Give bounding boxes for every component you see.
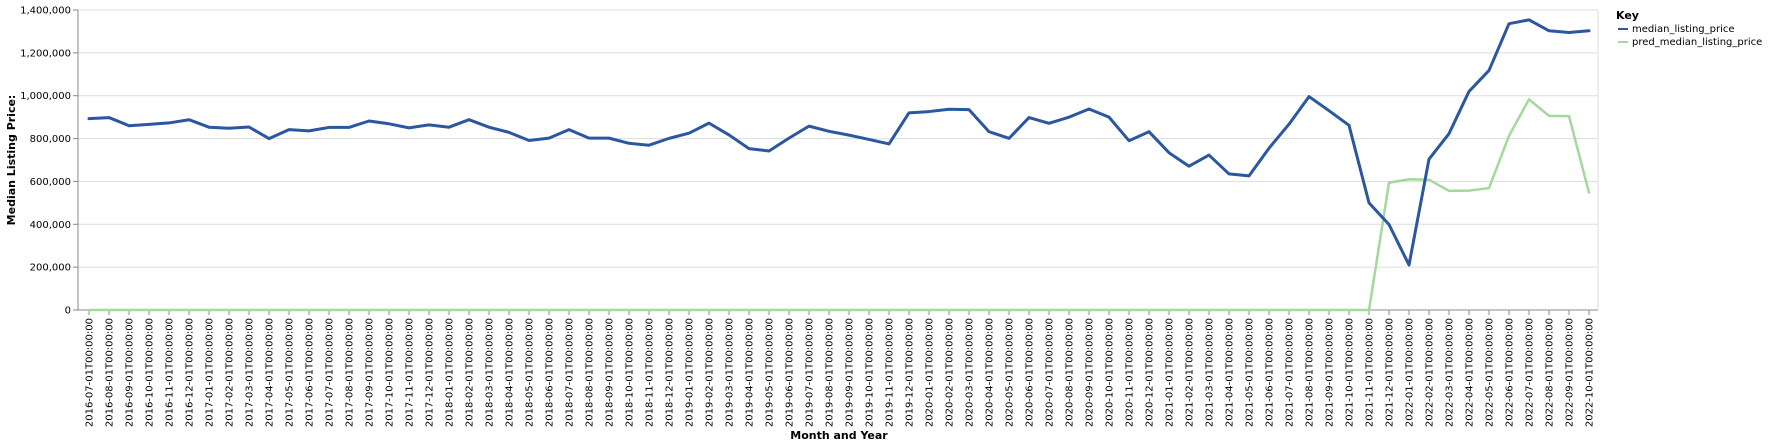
y-tick-label: 400,000 [30, 220, 71, 231]
x-tick-label: 2016-08-01T00:00:00 [105, 318, 116, 427]
x-tick-label: 2021-07-01T00:00:00 [1285, 318, 1296, 427]
x-tick-label: 2020-12-01T00:00:00 [1145, 318, 1156, 427]
legend-title: Key [1616, 9, 1639, 22]
x-tick-label: 2019-01-01T00:00:00 [685, 318, 696, 427]
x-tick-label: 2020-02-01T00:00:00 [945, 318, 956, 427]
x-tick-label: 2017-11-01T00:00:00 [405, 318, 416, 427]
x-tick-label: 2020-06-01T00:00:00 [1025, 318, 1036, 427]
x-tick-label: 2022-08-01T00:00:00 [1545, 318, 1556, 427]
x-tick-label: 2022-09-01T00:00:00 [1565, 318, 1576, 427]
x-tick-label: 2017-06-01T00:00:00 [305, 318, 316, 427]
x-tick-label: 2020-04-01T00:00:00 [985, 318, 996, 427]
x-tick-label: 2019-10-01T00:00:00 [865, 318, 876, 427]
x-tick-label: 2021-02-01T00:00:00 [1185, 318, 1196, 427]
x-tick-label: 2021-04-01T00:00:00 [1225, 318, 1236, 427]
x-tick-label: 2019-05-01T00:00:00 [765, 318, 776, 427]
x-tick-label: 2017-02-01T00:00:00 [225, 318, 236, 427]
x-tick-label: 2022-03-01T00:00:00 [1445, 318, 1456, 427]
x-tick-label: 2021-08-01T00:00:00 [1305, 318, 1316, 427]
x-tick-label: 2019-07-01T00:00:00 [805, 318, 816, 427]
x-tick-label: 2018-04-01T00:00:00 [505, 318, 516, 427]
x-tick-label: 2019-03-01T00:00:00 [725, 318, 736, 427]
x-tick-label: 2016-12-01T00:00:00 [185, 318, 196, 427]
x-tick-label: 2021-06-01T00:00:00 [1265, 318, 1276, 427]
x-tick-label: 2018-02-01T00:00:00 [465, 318, 476, 427]
x-tick-label: 2018-10-01T00:00:00 [625, 318, 636, 427]
x-tick-label: 2021-10-01T00:00:00 [1345, 318, 1356, 427]
y-axis-title: Median Listing Price: [5, 95, 18, 226]
x-tick-label: 2020-09-01T00:00:00 [1085, 318, 1096, 427]
y-tick-label: 1,400,000 [20, 6, 71, 17]
x-tick-label: 2022-10-01T00:00:00 [1585, 318, 1596, 427]
legend-label: pred_median_listing_price [1632, 37, 1762, 48]
y-tick-label: 1,000,000 [20, 91, 71, 102]
x-tick-label: 2017-01-01T00:00:00 [205, 318, 216, 427]
x-tick-label: 2020-05-01T00:00:00 [1005, 318, 1016, 427]
x-tick-label: 2017-12-01T00:00:00 [425, 318, 436, 427]
x-tick-label: 2020-03-01T00:00:00 [965, 318, 976, 427]
x-tick-label: 2017-08-01T00:00:00 [345, 318, 356, 427]
x-tick-label: 2021-03-01T00:00:00 [1205, 318, 1216, 427]
legend: Key median_listing_price pred_median_list… [1616, 9, 1762, 48]
x-tick-label: 2020-07-01T00:00:00 [1045, 318, 1056, 427]
x-tick-label: 2017-10-01T00:00:00 [385, 318, 396, 427]
x-tick-label: 2018-06-01T00:00:00 [545, 318, 556, 427]
legend-label: median_listing_price [1632, 24, 1735, 35]
series-line-pred-median-listing-price [87, 98, 1591, 312]
x-tick-label: 2020-11-01T00:00:00 [1125, 318, 1136, 427]
x-tick-label: 2020-08-01T00:00:00 [1065, 318, 1076, 427]
y-tick-label: 0 [65, 306, 71, 317]
x-tick-label: 2022-02-01T00:00:00 [1425, 318, 1436, 427]
axes-layer: 0 200,000 400,000 600,000 800,000 1,000,000 1,… [20, 6, 1599, 427]
y-tick-label: 600,000 [30, 177, 71, 188]
x-tick-label: 2019-08-01T00:00:00 [825, 318, 836, 427]
x-tick-label: 2021-11-01T00:00:00 [1365, 318, 1376, 427]
x-axis-title: Month and Year [790, 429, 888, 442]
y-tick-label: 800,000 [30, 134, 71, 145]
x-tick-label: 2017-07-01T00:00:00 [325, 318, 336, 427]
x-tick-label: 2019-11-01T00:00:00 [885, 318, 896, 427]
x-tick-label: 2018-05-01T00:00:00 [525, 318, 536, 427]
x-tick-label: 2016-07-01T00:00:00 [85, 318, 96, 427]
x-tick-label: 2020-10-01T00:00:00 [1105, 318, 1116, 427]
x-tick-label: 2018-11-01T00:00:00 [645, 318, 656, 427]
x-tick-label: 2021-09-01T00:00:00 [1325, 318, 1336, 427]
x-tick-label: 2019-06-01T00:00:00 [785, 318, 796, 427]
x-tick-label: 2019-02-01T00:00:00 [705, 318, 716, 427]
y-tick-label: 1,200,000 [20, 48, 71, 59]
y-tick-label: 200,000 [30, 263, 71, 274]
x-tick-label: 2018-12-01T00:00:00 [665, 318, 676, 427]
series-line-median-listing-price [87, 18, 1591, 267]
series-layer [87, 18, 1591, 312]
x-tick-label: 2018-01-01T00:00:00 [445, 318, 456, 427]
x-tick-label: 2018-08-01T00:00:00 [585, 318, 596, 427]
x-tick-label: 2021-01-01T00:00:00 [1165, 318, 1176, 427]
x-tick-label: 2022-07-01T00:00:00 [1525, 318, 1536, 427]
x-tick-label: 2022-01-01T00:00:00 [1405, 318, 1416, 427]
x-tick-label: 2019-04-01T00:00:00 [745, 318, 756, 427]
x-tick-label: 2021-12-01T00:00:00 [1385, 318, 1396, 427]
x-tick-label: 2020-01-01T00:00:00 [925, 318, 936, 427]
x-tick-label: 2017-09-01T00:00:00 [365, 318, 376, 427]
x-tick-label: 2017-03-01T00:00:00 [245, 318, 256, 427]
x-tick-label: 2018-03-01T00:00:00 [485, 318, 496, 427]
x-tick-label: 2022-06-01T00:00:00 [1505, 318, 1516, 427]
x-tick-label: 2018-09-01T00:00:00 [605, 318, 616, 427]
x-tick-label: 2021-05-01T00:00:00 [1245, 318, 1256, 427]
x-tick-label: 2018-07-01T00:00:00 [565, 318, 576, 427]
x-tick-label: 2022-04-01T00:00:00 [1465, 318, 1476, 427]
x-tick-label: 2019-12-01T00:00:00 [905, 318, 916, 427]
x-tick-label: 2016-10-01T00:00:00 [145, 318, 156, 427]
x-tick-label: 2016-09-01T00:00:00 [125, 318, 136, 427]
x-tick-label: 2017-05-01T00:00:00 [285, 318, 296, 427]
x-tick-label: 2019-09-01T00:00:00 [845, 318, 856, 427]
x-tick-label: 2016-11-01T00:00:00 [165, 318, 176, 427]
grid-layer [78, 9, 1598, 311]
x-tick-label: 2022-05-01T00:00:00 [1485, 318, 1496, 427]
x-tick-label: 2017-04-01T00:00:00 [265, 318, 276, 427]
